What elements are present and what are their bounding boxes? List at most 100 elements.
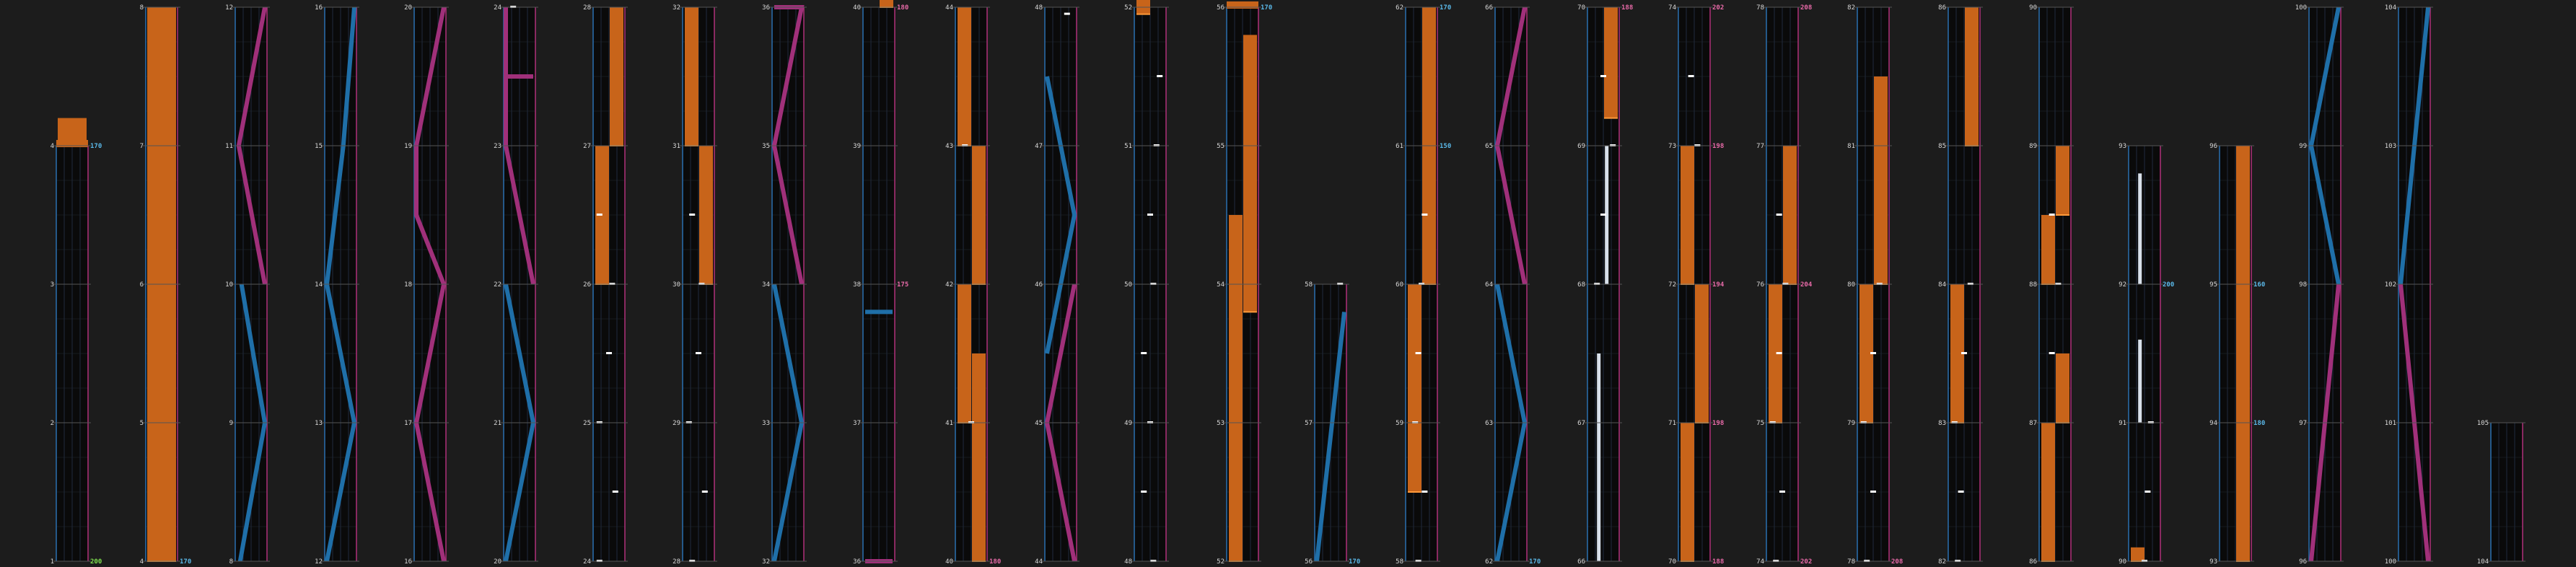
chart-column-0: 1 2 3 4 200 170	[51, 118, 102, 566]
measure-number: 33	[762, 420, 770, 427]
measure-number: 89	[2029, 143, 2037, 150]
chart-column-4: 16 17 18 19 20	[404, 4, 449, 566]
measure-number: 34	[762, 281, 770, 289]
bpm-label: 180	[989, 558, 1001, 566]
chip-note	[1870, 491, 1876, 493]
measure-number: 16	[404, 558, 412, 566]
measure-number: 31	[673, 143, 680, 150]
measure-number: 78	[1756, 4, 1764, 12]
chart-column-25: 96 97 98 99 100	[2295, 4, 2344, 566]
white-hold-note	[2138, 173, 2142, 284]
measure-number: 101	[2385, 420, 2396, 427]
hold-note	[1859, 284, 1873, 423]
measure-number: 73	[1668, 143, 1676, 150]
chip-note	[2145, 491, 2151, 493]
measure-number: 28	[583, 4, 591, 12]
measure-number: 69	[1577, 143, 1585, 150]
measure-number: 30	[673, 281, 680, 289]
measure-number: 58	[1305, 281, 1313, 289]
chip-note	[1961, 352, 1967, 354]
measure-number: 85	[1938, 143, 1946, 150]
measure-number: 24	[583, 558, 591, 566]
measure-number: 25	[583, 420, 591, 427]
bpm-label: 188	[1621, 4, 1633, 12]
bpm-label: 208	[1800, 4, 1812, 12]
measure-number: 32	[762, 558, 770, 566]
chip-note	[1147, 214, 1153, 216]
measure-number: 74	[1756, 558, 1764, 566]
hold-note	[56, 140, 88, 147]
measure-number: 70	[1668, 558, 1676, 566]
hold-note	[1227, 1, 1258, 9]
measure-number: 103	[2385, 143, 2396, 150]
hold-note	[2131, 547, 2145, 561]
measure-number: 74	[1668, 4, 1676, 12]
measure-number: 51	[1124, 143, 1132, 150]
measure-number: 62	[1396, 4, 1403, 12]
measure-number: 19	[404, 143, 412, 150]
chip-note	[1600, 75, 1606, 77]
measure-number: 52	[1217, 558, 1225, 566]
bpm-label: 208	[1891, 558, 1903, 566]
measure-number: 8	[229, 558, 233, 566]
chart-column-22: 86 87 88 89 90	[2029, 4, 2074, 566]
measure-number: 24	[494, 4, 501, 12]
chip-note	[1421, 214, 1428, 216]
bpm-label: 170	[1529, 558, 1541, 566]
chart-column-10: 40 41 42 43 44 180	[945, 4, 1001, 566]
measure-number: 43	[945, 143, 953, 150]
hold-note	[699, 146, 713, 284]
chart-column-6: 24 25 26 27 28	[583, 4, 628, 566]
measure-number: 5	[140, 420, 144, 427]
measure-number: 54	[1217, 281, 1225, 289]
chart-column-19: 74 75 76 77 78 202 204 208	[1756, 4, 1813, 566]
hold-note	[972, 146, 986, 284]
hold-note	[2056, 353, 2069, 423]
chart-column-11: 44 45 46 47 48	[1035, 4, 1079, 566]
measure-number: 3	[51, 281, 54, 289]
measure-number: 93	[2209, 558, 2217, 566]
laser-path	[1045, 76, 1077, 354]
hold-note	[958, 284, 971, 423]
measure-number: 9	[229, 420, 233, 427]
chart-column-14: 56 57 58 170	[1305, 281, 1360, 566]
measure-number: 32	[673, 4, 680, 12]
measure-number: 72	[1668, 281, 1676, 289]
hold-note	[958, 7, 971, 146]
measure-number: 39	[853, 143, 861, 150]
measure-number: 56	[1217, 4, 1225, 12]
measure-number: 80	[1847, 281, 1855, 289]
bpm-label: 198	[1712, 143, 1724, 150]
chart-column-3: 12 13 14 15 16	[315, 4, 359, 566]
chart-column-5: 20 21 22 23 24	[494, 4, 538, 566]
measure-number: 8	[140, 4, 144, 12]
measure-number: 47	[1035, 143, 1043, 150]
measure-number: 46	[1035, 281, 1043, 289]
chart-column-8: 32 33 34 35 36	[762, 4, 807, 566]
chart-column-20: 78 79 80 81 82 208	[1847, 4, 1903, 566]
chip-note	[1776, 352, 1782, 354]
measure-number: 66	[1577, 558, 1585, 566]
measure-number: 96	[2209, 143, 2217, 150]
measure-number: 44	[945, 4, 953, 12]
measure-number: 44	[1035, 558, 1043, 566]
chip-note	[1415, 352, 1421, 354]
measure-number: 87	[2029, 420, 2037, 427]
measure-number: 27	[583, 143, 591, 150]
hold-note	[1950, 284, 1964, 423]
chip-note	[1776, 214, 1782, 216]
measure-number: 18	[404, 281, 412, 289]
measure-number: 21	[494, 420, 501, 427]
measure-number: 52	[1124, 4, 1132, 12]
measure-number: 14	[315, 281, 323, 289]
measure-number: 16	[315, 4, 323, 12]
measure-number: 100	[2295, 4, 2307, 12]
measure-number: 63	[1485, 420, 1493, 427]
chart-column-23: 90 91 92 93 200	[2119, 143, 2174, 566]
hold-note	[1783, 146, 1797, 284]
measure-number: 97	[2299, 420, 2307, 427]
measure-number: 48	[1124, 558, 1132, 566]
hold-note	[1874, 76, 1888, 284]
measure-number: 42	[945, 281, 953, 289]
